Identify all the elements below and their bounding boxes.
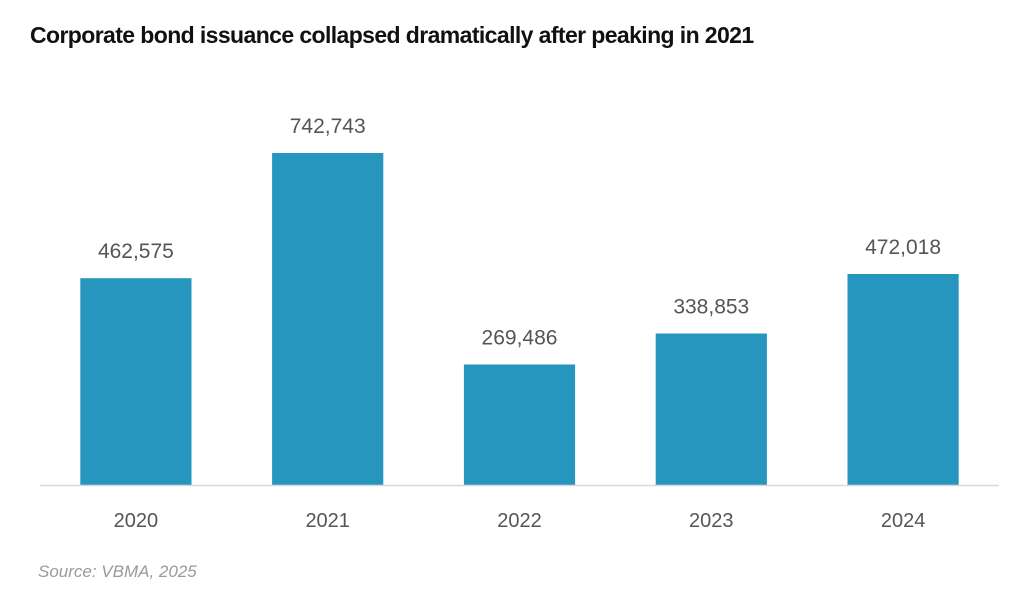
- bars-group: [80, 153, 959, 485]
- data-label-2021: 742,743: [290, 115, 366, 138]
- data-label-2022: 269,486: [482, 327, 558, 350]
- x-tick-label-2023: 2023: [689, 510, 734, 532]
- data-label-2020: 462,575: [98, 240, 174, 263]
- bar-2023: [655, 333, 767, 485]
- data-label-2024: 472,018: [865, 236, 941, 259]
- bar-2021: [272, 153, 384, 485]
- bar-2024: [847, 274, 959, 485]
- x-tick-label-2021: 2021: [305, 510, 350, 532]
- x-tick-label-2024: 2024: [881, 510, 926, 532]
- data-label-2023: 338,853: [673, 296, 749, 319]
- chart-title: Corporate bond issuance collapsed dramat…: [30, 22, 754, 48]
- bar-2020: [80, 278, 192, 485]
- bar-2022: [463, 364, 576, 485]
- x-tick-label-2020: 2020: [114, 510, 159, 532]
- x-tick-labels-group: 2020 2021 2022 2023 2024: [114, 510, 926, 532]
- x-tick-label-2022: 2022: [497, 510, 542, 532]
- data-labels-group: 462,575 742,743 269,486 338,853 472,018: [98, 115, 941, 350]
- source-note: Source: VBMA, 2025: [38, 562, 197, 581]
